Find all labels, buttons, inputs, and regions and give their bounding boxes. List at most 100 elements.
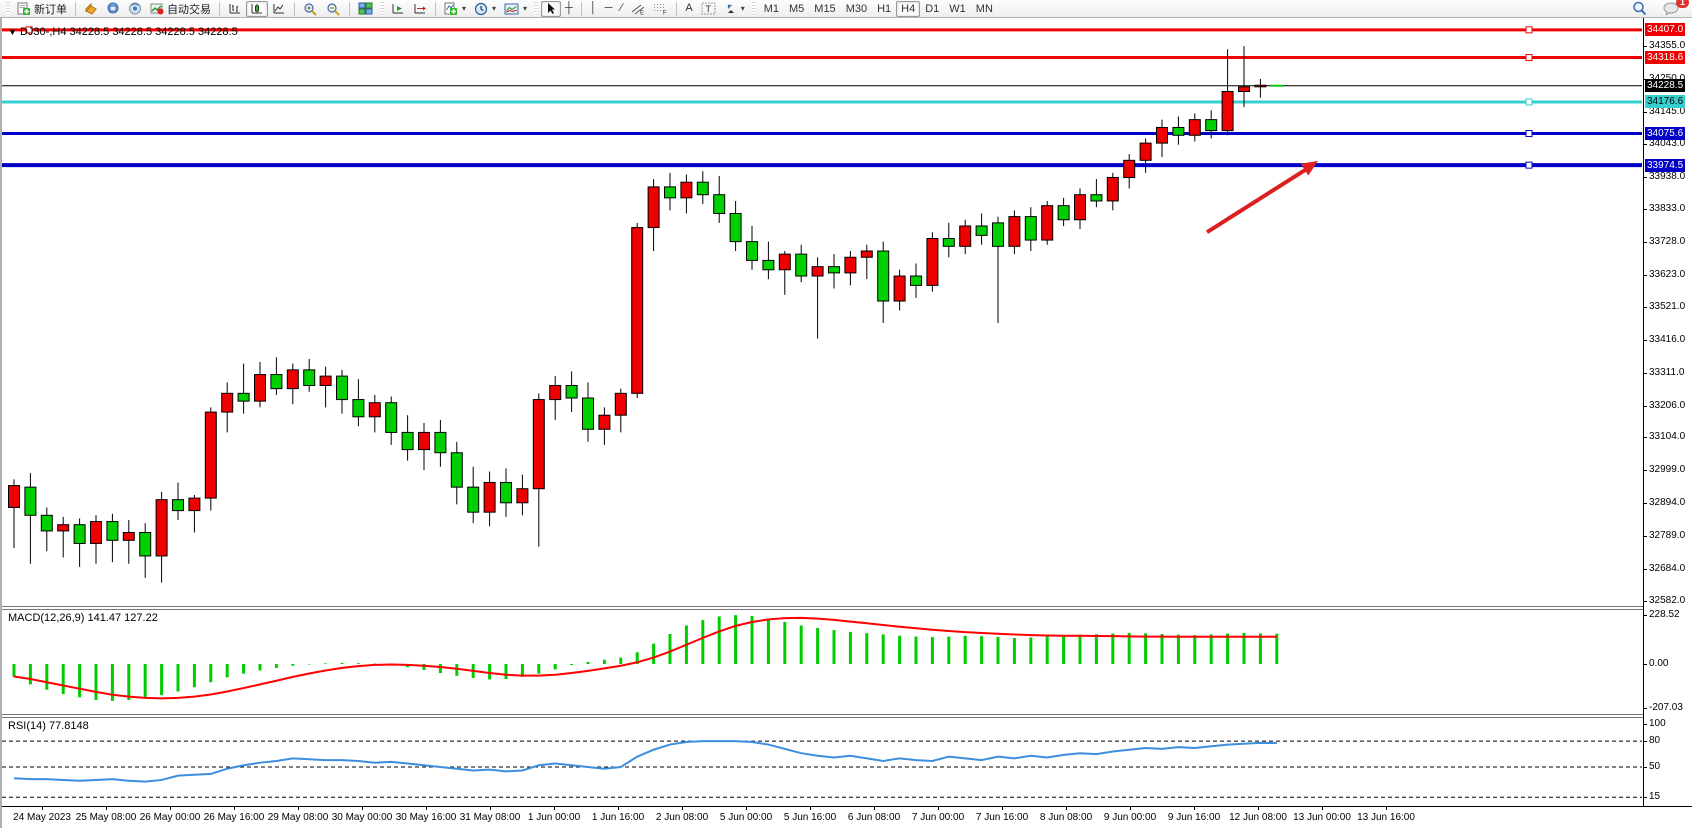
tile-windows-button[interactable]	[354, 1, 377, 17]
line-chart-button[interactable]	[268, 1, 290, 17]
bar-chart-button[interactable]	[224, 1, 246, 17]
zoom-out-button[interactable]	[322, 1, 345, 17]
candle	[598, 407, 611, 445]
channel-button[interactable]: E	[626, 1, 649, 17]
new-order-button[interactable]: 新订单	[13, 1, 71, 17]
timeframe-m1-button[interactable]: M1	[759, 1, 784, 17]
axis-tick	[1644, 503, 1647, 505]
candle	[1205, 110, 1218, 139]
panel-separator[interactable]	[2, 606, 1692, 610]
axis-tick	[1644, 741, 1647, 743]
timeframe-w1-button[interactable]: W1	[944, 1, 971, 17]
arrows-button[interactable]: ▾	[720, 1, 749, 17]
axis-tick-label: 32999.0	[1649, 464, 1686, 476]
editor-button[interactable]	[102, 1, 124, 17]
candle	[729, 200, 742, 252]
chart-shift-button[interactable]	[409, 1, 431, 17]
time-axis[interactable]: 24 May 2023 25 May 08:00 26 May 00:00 26 Ma…	[2, 806, 1692, 828]
time-tick	[106, 807, 107, 810]
candle	[450, 441, 463, 505]
chat-button[interactable]: 1	[1659, 0, 1689, 17]
autotrading-button[interactable]: 自动交易	[146, 1, 215, 17]
toolbar-separator	[219, 1, 220, 16]
trendline-button[interactable]: ∕	[617, 1, 627, 17]
price-label-34228.5: 34228.5	[1645, 79, 1686, 93]
time-tick	[682, 807, 683, 810]
time-tick	[746, 807, 747, 810]
timeframe-mn-button[interactable]: MN	[971, 1, 998, 17]
axis-tick	[1644, 664, 1647, 666]
axis-tick	[1644, 209, 1647, 211]
price-axis[interactable]: 34355.0 34250.0 34145.0 34043.0 33938.0 33833…	[1643, 18, 1692, 806]
zoom-in-button[interactable]	[299, 1, 322, 17]
time-tick	[1130, 807, 1131, 810]
rsi-plot[interactable]	[2, 718, 1642, 806]
timeframe-h1-button[interactable]: H1	[872, 1, 896, 17]
time-label: 1 Jun 16:00	[591, 812, 645, 823]
marketwatch-button[interactable]	[80, 1, 102, 17]
toolbar-grip[interactable]	[534, 1, 539, 16]
hline-marker[interactable]	[25, 26, 33, 34]
hline-marker[interactable]	[1525, 130, 1533, 138]
signals-button[interactable]	[124, 1, 146, 17]
vertical-line-icon: │	[589, 2, 597, 14]
horizontal-line-button[interactable]: ─	[601, 1, 617, 17]
timeframe-m15-button[interactable]: M15	[809, 1, 840, 17]
main-chart-plot[interactable]	[2, 18, 1642, 606]
price-label-34176.6: 34176.6	[1645, 95, 1686, 109]
time-label: 25 May 08:00	[75, 812, 137, 823]
vertical-line-button[interactable]: │	[586, 1, 601, 17]
candle	[319, 366, 332, 408]
fibonacci-icon: F	[654, 4, 667, 15]
crosshair-button[interactable]: ┼	[561, 1, 577, 17]
candle	[582, 382, 594, 442]
candle	[401, 415, 414, 461]
candle	[237, 363, 250, 414]
timeframe-d1-button[interactable]: D1	[920, 1, 944, 17]
hline-marker[interactable]	[1525, 26, 1533, 34]
candlestick-chart-button[interactable]	[246, 0, 268, 17]
candle	[188, 494, 201, 533]
chart-window[interactable]: ▼ DJ30-,H4 34228.5 34228.5 34228.5 34228…	[0, 18, 1692, 828]
hline-marker[interactable]	[1525, 98, 1533, 106]
hline-marker[interactable]	[1525, 161, 1533, 169]
toolbar-grip[interactable]	[6, 1, 10, 16]
trend-arrow-annotation[interactable]	[1205, 160, 1318, 234]
cursor-button[interactable]	[541, 0, 562, 17]
toolbar-grip[interactable]	[380, 1, 384, 16]
axis-tick-label: 33206.0	[1649, 399, 1686, 411]
candle	[1221, 49, 1234, 136]
collapse-arrow-icon[interactable]: ▼	[8, 27, 17, 37]
candle	[926, 232, 939, 292]
candle	[1041, 200, 1054, 245]
indicators-button[interactable]: ▾	[440, 1, 470, 17]
axis-tick	[1644, 470, 1647, 472]
candle	[286, 363, 299, 405]
text-label-button[interactable]: T	[697, 1, 720, 17]
toolbar-separator	[435, 1, 436, 16]
timeframe-m30-button[interactable]: M30	[841, 1, 872, 17]
candle	[762, 241, 775, 280]
panel-separator[interactable]	[2, 714, 1692, 718]
time-label: 31 May 08:00	[459, 812, 521, 823]
chart-shift-icon	[414, 4, 426, 14]
search-button[interactable]	[1628, 1, 1651, 17]
toolbar-separator	[676, 1, 678, 16]
text-button[interactable]: A	[681, 1, 696, 17]
cursor-icon	[548, 3, 556, 14]
periods-button[interactable]: ▾	[470, 1, 500, 17]
templates-button[interactable]: ▾	[500, 1, 531, 17]
hline-marker[interactable]	[1525, 54, 1533, 62]
candle	[172, 482, 184, 520]
macd-plot[interactable]	[2, 610, 1642, 714]
toolbar-separator	[294, 1, 295, 16]
autoscroll-button[interactable]	[387, 1, 409, 17]
fibonacci-button[interactable]: F	[649, 1, 672, 17]
template-icon	[504, 3, 519, 14]
text-label-icon: T	[701, 2, 716, 15]
toolbar-grip[interactable]	[751, 1, 756, 16]
timeframe-m5-button[interactable]: M5	[784, 1, 809, 17]
timeframe-h4-button[interactable]: H4	[896, 0, 921, 17]
price-label-34318.6: 34318.6	[1645, 51, 1686, 65]
candle	[877, 241, 890, 323]
